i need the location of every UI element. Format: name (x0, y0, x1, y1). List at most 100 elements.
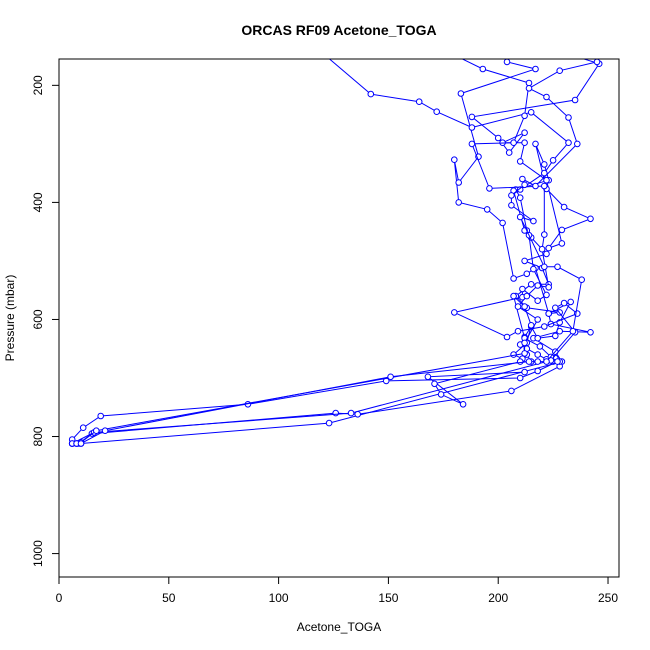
data-point (521, 129, 528, 136)
x-axis-label: Acetone_TOGA (297, 620, 382, 634)
x-tick-label: 250 (598, 591, 618, 605)
data-point (459, 401, 467, 408)
data-point (468, 140, 476, 148)
data-point (468, 124, 476, 131)
data-point (457, 90, 465, 97)
y-tick-label: 800 (31, 426, 45, 446)
series-line-2 (72, 61, 572, 444)
data-point (468, 113, 476, 121)
data-point (521, 112, 528, 120)
data-point (541, 161, 548, 168)
data-point (545, 244, 553, 252)
data-point (516, 358, 524, 365)
data-point (554, 358, 561, 365)
data-point (536, 343, 544, 350)
data-point (77, 440, 85, 447)
data-point (543, 176, 550, 184)
data-point (519, 175, 526, 183)
data-point (523, 292, 531, 300)
data-point (514, 303, 522, 310)
x-tick-label: 200 (488, 591, 508, 605)
data-point (552, 304, 559, 312)
y-tick-label: 400 (31, 192, 45, 212)
data-point (525, 85, 533, 92)
data-point (543, 358, 550, 365)
data-point (527, 281, 535, 288)
data-point (479, 65, 487, 73)
data-point (541, 263, 548, 271)
data-point (558, 226, 566, 234)
data-point (534, 297, 542, 305)
x-tick-label: 100 (269, 591, 289, 605)
data-point (510, 275, 517, 282)
data-point (516, 158, 524, 165)
data-point (433, 108, 441, 115)
data-point (527, 109, 535, 116)
data-point (541, 182, 548, 190)
y-tick-label: 600 (31, 309, 45, 329)
data-point (525, 79, 533, 87)
data-point (538, 245, 546, 253)
data-point (532, 182, 539, 190)
data-point (532, 65, 539, 73)
data-point (79, 424, 87, 432)
data-point (503, 333, 511, 341)
data-point (532, 140, 539, 148)
data-point (387, 373, 394, 381)
data-point (545, 284, 553, 291)
data-point (560, 299, 568, 307)
data-point (508, 202, 515, 209)
y-axis: 200 400 600 800 1000 (31, 75, 60, 567)
data-point (486, 185, 493, 192)
x-tick-label: 50 (162, 591, 176, 605)
series-line-5 (72, 59, 550, 444)
data-point (549, 157, 557, 164)
data-point (523, 270, 531, 278)
data-point (521, 257, 528, 265)
data-point (508, 387, 515, 395)
data-point (521, 350, 528, 357)
data-point (543, 93, 550, 101)
y-tick-label: 1000 (31, 540, 45, 567)
data-point (560, 203, 568, 211)
data-point (516, 374, 524, 382)
data-point (415, 98, 423, 105)
data-point (521, 303, 528, 310)
series-line-6 (76, 61, 598, 444)
data-point (534, 358, 542, 365)
series-line-1 (72, 59, 600, 444)
data-point (454, 59, 459, 60)
data-point (554, 263, 561, 271)
data-point (541, 169, 548, 177)
x-tick-label: 150 (378, 591, 398, 605)
data-point (455, 179, 463, 186)
y-axis-label: Pressure (mbar) (3, 275, 17, 362)
x-axis: 0 50 100 150 200 250 (56, 576, 618, 605)
data-point (593, 59, 601, 66)
data-point (431, 380, 438, 388)
data-point (525, 358, 533, 365)
data-point (541, 323, 548, 330)
data-point (521, 368, 528, 376)
x-tick-label: 0 (56, 591, 63, 605)
data-point (494, 134, 502, 142)
data-point (332, 409, 340, 417)
data-point (451, 309, 458, 316)
data-point (587, 329, 594, 336)
data-point (516, 194, 524, 201)
data-point (543, 250, 550, 258)
data-point (534, 351, 542, 358)
data-point (530, 265, 537, 273)
data-point (587, 215, 594, 223)
data-point (514, 327, 522, 335)
data-point (565, 114, 572, 121)
data-point (97, 412, 104, 420)
data-point (552, 332, 559, 340)
data-point (534, 282, 542, 289)
data-point (543, 291, 550, 299)
data-point (367, 90, 375, 98)
data-point (534, 334, 542, 342)
chart-title: ORCAS RF09 Acetone_TOGA (241, 22, 436, 38)
data-point (556, 67, 564, 74)
